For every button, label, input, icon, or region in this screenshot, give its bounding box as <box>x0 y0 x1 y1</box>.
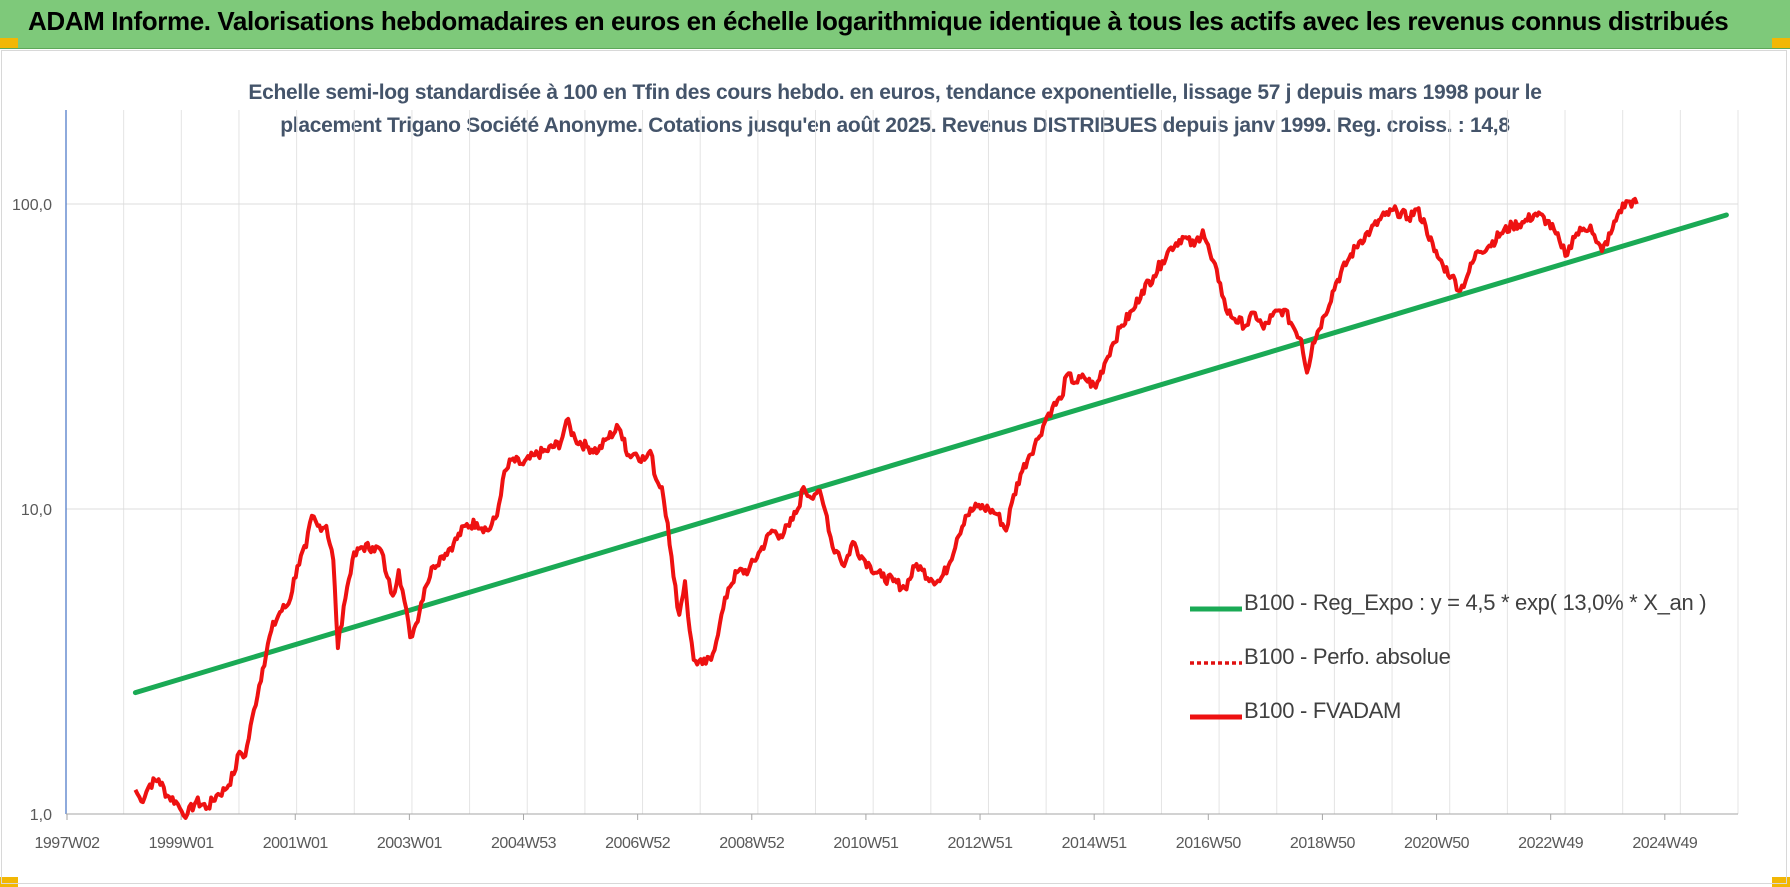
x-tick-label: 2004W53 <box>491 835 557 852</box>
legend-swatch-perfo <box>1190 661 1242 665</box>
y-tick-label: 10,0 <box>21 502 52 519</box>
page-title: ADAM Informe. Valorisations hebdomadaire… <box>28 6 1729 36</box>
legend-label-perfo: B100 - Perfo. absolue <box>1244 644 1451 669</box>
y-tick-label: 100,0 <box>12 197 52 214</box>
x-tick-label: 1999W01 <box>149 835 215 852</box>
x-tick-label: 2016W50 <box>1176 835 1242 852</box>
header-band: ADAM Informe. Valorisations hebdomadaire… <box>0 0 1790 49</box>
legend-label-fvadam: B100 - FVADAM <box>1244 698 1402 723</box>
x-tick-label: 2001W01 <box>263 835 329 852</box>
corner-marker-left <box>0 38 18 48</box>
chart-title-line-1: Echelle semi-log standardisée à 100 en T… <box>248 81 1542 104</box>
x-tick-label: 2012W51 <box>948 835 1014 852</box>
x-tick-label: 2024W49 <box>1632 835 1698 852</box>
corner-marker-bottom-left <box>0 877 18 887</box>
legend-swatch-regression <box>1190 606 1242 612</box>
chart-frame <box>1 50 1787 884</box>
x-tick-label: 2008W52 <box>719 835 785 852</box>
y-tick-label: 1,0 <box>30 807 52 824</box>
chart-title-line-2: placement Trigano Société Anonyme. Cotat… <box>280 114 1510 137</box>
x-tick-label: 2018W50 <box>1290 835 1356 852</box>
x-tick-label: 2006W52 <box>605 835 671 852</box>
x-tick-label: 2003W01 <box>377 835 443 852</box>
chart-title: Echelle semi-log standardisée à 100 en T… <box>160 76 1630 142</box>
series-fvadam-line <box>133 196 1639 820</box>
corner-marker-bottom-right <box>1772 877 1790 887</box>
legend-swatch-fvadam <box>1190 714 1242 720</box>
series-regression-line <box>132 212 1729 696</box>
corner-marker-right <box>1772 38 1790 48</box>
x-tick-label: 2010W51 <box>833 835 899 852</box>
legend-label-regression: B100 - Reg_Expo : y = 4,5 * exp( 13,0% *… <box>1244 590 1707 615</box>
x-tick-label: 2020W50 <box>1404 835 1470 852</box>
x-tick-label: 2022W49 <box>1518 835 1584 852</box>
x-tick-label: 2014W51 <box>1062 835 1128 852</box>
x-tick-label: 1997W02 <box>35 835 101 852</box>
